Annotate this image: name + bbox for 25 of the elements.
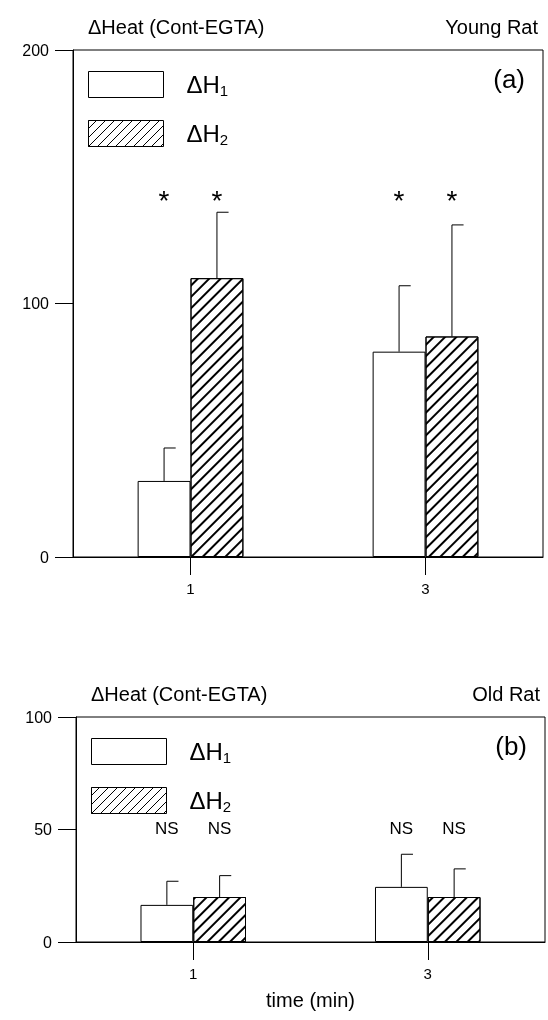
annotation: NS [389,818,414,838]
annotation: (b) [495,731,527,761]
chart-title: Old Rat [472,683,541,705]
annotation: (a) [493,64,525,94]
y-tick-label: 200 [22,41,50,59]
x-tick-label: 3 [423,965,432,982]
annotation: * [158,184,170,216]
annotation: NS [155,818,179,838]
annotation: NS [207,818,232,838]
y-tick-label: 100 [25,708,53,726]
y-tick-label: 50 [34,821,53,838]
annotation: * [393,184,405,216]
y-axis-title: ΔHeat (Cont-EGTA) [88,16,265,38]
y-tick-label: 100 [22,295,50,312]
x-tick-label: 1 [186,580,195,597]
x-tick-label: 1 [189,965,198,982]
y-tick-label: 0 [43,933,53,951]
x-tick-label: 3 [421,580,430,597]
y-tick-label: 0 [40,548,50,566]
y-axis-title: ΔHeat (Cont-EGTA) [91,683,268,705]
annotation: * [211,184,223,216]
x-axis-title: time (min) [266,989,355,1011]
chart-title: Young Rat [445,16,539,38]
annotation: NS [442,818,466,838]
annotation: * [446,184,458,216]
